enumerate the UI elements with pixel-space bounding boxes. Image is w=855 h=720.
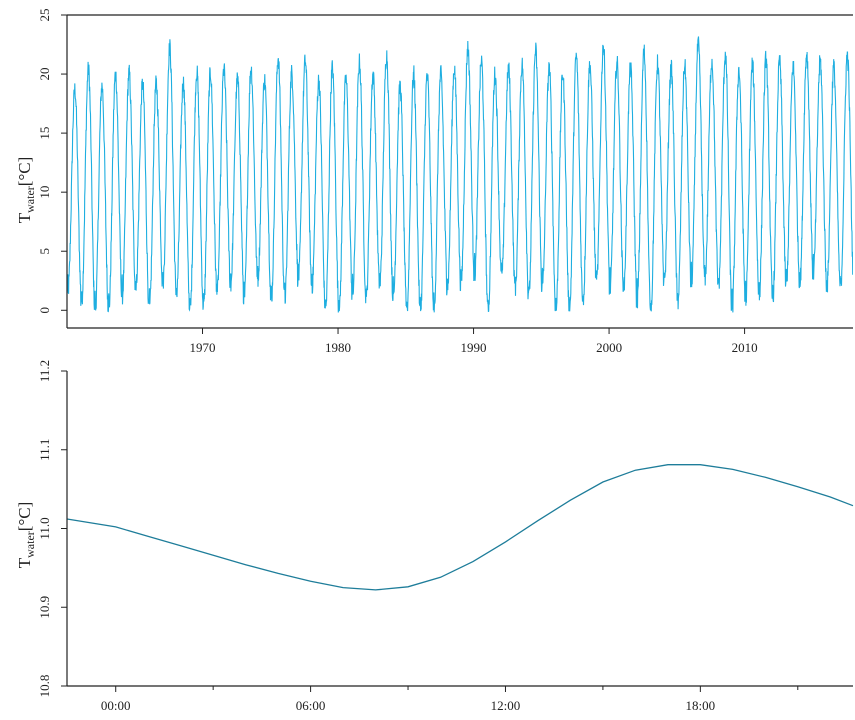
bottom-y-tick-label: 11.0 <box>37 517 52 539</box>
bottom-x-tick-label: 12:00 <box>491 698 521 713</box>
bottom-series-group <box>66 464 854 591</box>
bottom-y-axis-label: Twater[°C] <box>15 502 37 569</box>
top-series-group <box>67 36 853 313</box>
top-series-line <box>67 36 853 313</box>
top-y-tick-label: 15 <box>37 127 52 140</box>
bottom-y-label-main: T <box>15 557 34 568</box>
top-x-tick-label: 2000 <box>596 340 622 355</box>
top-x-tick-label: 2010 <box>732 340 758 355</box>
top-y-label-unit: [°C] <box>15 157 34 186</box>
top-y-label-sub: water <box>23 186 37 213</box>
top-y-tick-label: 25 <box>37 9 52 22</box>
top-x-tick-label: 1990 <box>461 340 487 355</box>
bottom-series-line <box>66 464 854 591</box>
top-y-tick-label: 20 <box>37 68 52 81</box>
top-panel-long-term: 0 5 10 15 20 25 1970 1980 1990 2000 2010 Twater[°C… <box>15 9 853 355</box>
bottom-axes-group: 10.8 10.9 11.0 11.1 11.2 00:00 06:00 12:00 18:00 <box>37 360 853 713</box>
bottom-y-label-sub: water <box>23 531 37 558</box>
svg-text:Twater[°C]: Twater[°C] <box>15 502 37 569</box>
svg-text:Twater[°C]: Twater[°C] <box>15 157 37 224</box>
bottom-y-label-unit: [°C] <box>15 502 34 531</box>
top-x-tick-label: 1980 <box>325 340 351 355</box>
top-x-tick-label: 1970 <box>190 340 216 355</box>
bottom-x-tick-label: 06:00 <box>296 698 326 713</box>
top-y-label-main: T <box>15 212 34 223</box>
bottom-y-tick-label: 10.9 <box>37 596 52 619</box>
bottom-y-tick-label: 11.2 <box>37 360 52 382</box>
top-y-tick-label: 0 <box>37 307 52 314</box>
bottom-x-tick-label: 00:00 <box>101 698 131 713</box>
bottom-y-tick-label: 11.1 <box>37 439 52 461</box>
top-y-tick-label: 5 <box>37 248 52 255</box>
bottom-x-tick-label: 18:00 <box>686 698 716 713</box>
bottom-panel-diurnal: 10.8 10.9 11.0 11.1 11.2 00:00 06:00 12:00 18:00… <box>15 360 854 713</box>
top-axes-group: 0 5 10 15 20 25 1970 1980 1990 2000 2010 <box>37 9 853 355</box>
top-y-tick-label: 10 <box>37 186 52 199</box>
top-y-axis-label: Twater[°C] <box>15 157 37 224</box>
bottom-y-tick-label: 10.8 <box>37 675 52 698</box>
